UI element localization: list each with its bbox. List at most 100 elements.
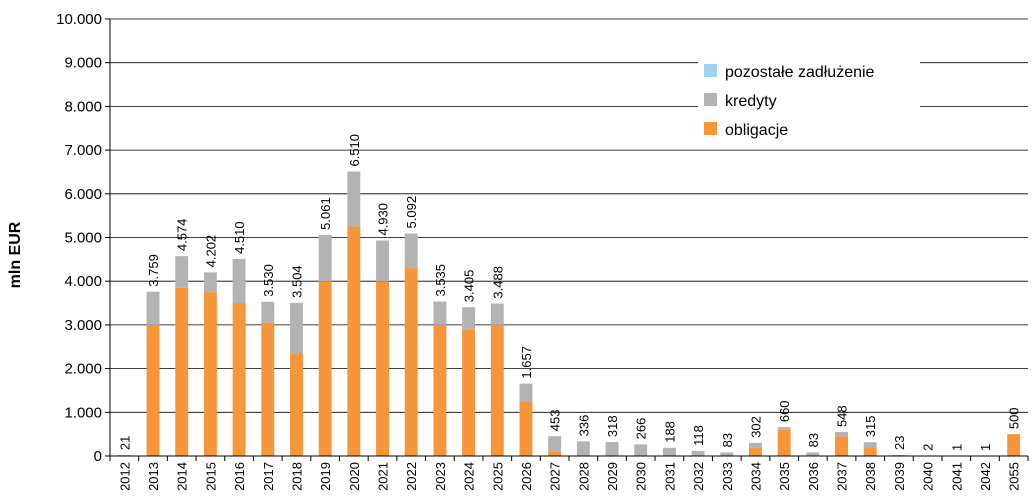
bar-kredyty xyxy=(203,272,217,293)
x-tick-label: 2033 xyxy=(720,462,735,491)
bar-kredyty xyxy=(835,432,848,437)
bar-kredyty xyxy=(490,303,504,325)
bar-kredyty xyxy=(175,256,189,288)
x-tick-label: 2015 xyxy=(203,462,218,491)
x-tick-label: 2026 xyxy=(519,462,534,491)
bar-kredyty xyxy=(146,291,160,325)
legend-box xyxy=(698,56,920,146)
x-tick-label: 2012 xyxy=(117,462,132,491)
data-label: 118 xyxy=(691,425,706,446)
bar-kredyty xyxy=(634,444,648,456)
data-label: 83 xyxy=(720,433,735,447)
data-label: 1 xyxy=(949,444,964,451)
bars xyxy=(117,171,1021,457)
data-label: 83 xyxy=(806,433,821,447)
y-tick-label: 9.000 xyxy=(64,55,102,72)
data-label: 6.510 xyxy=(347,134,362,167)
legend-swatch xyxy=(704,122,717,135)
data-label: 548 xyxy=(835,405,850,427)
bar-kredyty xyxy=(548,436,562,452)
x-tick-label: 2025 xyxy=(490,462,505,491)
bar-obligacje xyxy=(376,281,389,456)
x-tick-label: 2031 xyxy=(662,462,677,491)
legend: pozostałe zadłużenie kredyty obligacje xyxy=(698,56,920,146)
x-tick-label: 2035 xyxy=(777,462,792,491)
y-tick-label: 7.000 xyxy=(64,142,102,159)
bar-kredyty xyxy=(806,452,820,456)
bar-kredyty xyxy=(892,454,906,456)
bar-obligacje xyxy=(290,353,303,456)
x-tick-label: 2014 xyxy=(175,462,190,491)
legend-label: obligacje xyxy=(725,122,788,139)
x-tick-label: 2018 xyxy=(289,462,304,491)
data-label: 660 xyxy=(777,400,792,422)
y-tick-label: 4.000 xyxy=(64,273,102,290)
x-tick-label: 2023 xyxy=(433,462,448,491)
y-tick-label: 5.000 xyxy=(64,230,102,247)
x-tick-label: 2013 xyxy=(146,462,161,491)
y-tick-label: 10.000 xyxy=(56,11,102,28)
data-label: 315 xyxy=(863,416,878,438)
y-tick-labels: 0 1.000 2.000 3.000 4.000 5.000 6.000 7.000 8.00… xyxy=(56,11,102,465)
x-tick-label: 2037 xyxy=(835,462,850,491)
y-axis-label: mln EUR xyxy=(7,221,24,288)
bar-kredyty xyxy=(376,240,389,282)
x-tick-label: 2027 xyxy=(548,462,563,491)
bar-kredyty xyxy=(863,442,877,448)
bar-obligacje xyxy=(175,287,189,456)
x-tick-label: 2040 xyxy=(921,462,936,491)
x-tick-label: 2021 xyxy=(376,462,391,491)
data-label: 4.930 xyxy=(376,203,391,236)
bar-obligacje xyxy=(203,292,217,456)
bar-kredyty xyxy=(777,427,791,430)
bar-obligacje xyxy=(490,324,504,456)
bar-obligacje xyxy=(548,451,562,456)
bar-obligacje xyxy=(146,324,160,456)
data-label: 5.092 xyxy=(404,196,419,229)
x-tick-label: 2042 xyxy=(978,462,993,491)
x-tick-label: 2055 xyxy=(1007,462,1022,491)
x-tick-label: 2039 xyxy=(892,462,907,491)
data-label: 2 xyxy=(921,444,936,451)
data-label: 4.574 xyxy=(175,219,190,252)
bar-kredyty xyxy=(232,258,246,304)
data-label: 21 xyxy=(117,436,132,450)
bar-kredyty xyxy=(318,234,332,282)
bar-kredyty xyxy=(290,302,303,354)
data-label: 3.488 xyxy=(490,266,505,299)
legend-swatch xyxy=(704,64,717,77)
bar-kredyty xyxy=(576,441,590,456)
bar-obligacje xyxy=(1007,434,1021,456)
bar-kredyty xyxy=(662,447,676,456)
x-tick-label: 2032 xyxy=(691,462,706,491)
bar-obligacje xyxy=(749,447,762,456)
legend-label: pozostałe zadłużenie xyxy=(725,64,875,81)
y-tick-label: 3.000 xyxy=(64,317,102,334)
x-tick-label: 2036 xyxy=(806,462,821,491)
data-label: 3.759 xyxy=(146,254,161,287)
bar-obligacje xyxy=(835,436,848,456)
y-tick-label: 2.000 xyxy=(64,361,102,378)
x-tick-label: 2024 xyxy=(462,462,477,491)
data-label: 453 xyxy=(548,410,563,432)
data-label: 3.405 xyxy=(462,270,477,303)
legend-label: kredyty xyxy=(725,93,777,110)
x-tick-label: 2016 xyxy=(232,462,247,491)
x-tick-label: 2028 xyxy=(576,462,591,491)
x-tick-label: 2029 xyxy=(605,462,620,491)
x-tick-label: 2030 xyxy=(634,462,649,491)
bar-obligacje xyxy=(863,447,877,456)
legend-swatch xyxy=(704,93,717,106)
bar-obligacje xyxy=(433,324,447,456)
data-label: 500 xyxy=(1007,407,1022,429)
bar-kredyty xyxy=(462,307,476,330)
bar-kredyty xyxy=(691,450,705,456)
data-label: 3.530 xyxy=(261,264,276,297)
data-label: 23 xyxy=(892,436,907,450)
data-label: 336 xyxy=(576,415,591,437)
y-tick-label: 6.000 xyxy=(64,186,102,203)
bar-kredyty xyxy=(720,452,734,456)
